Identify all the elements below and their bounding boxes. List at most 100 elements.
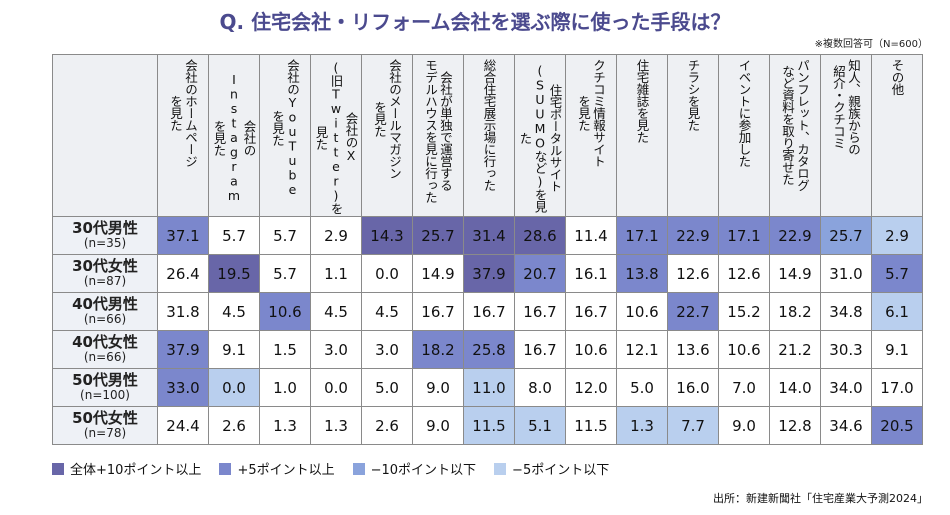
value-cell: 14.9 [769,254,821,293]
legend-swatch [219,462,232,475]
value-cell: 16.0 [667,368,719,407]
value-cell: 16.7 [514,330,566,369]
value-cell: 30.3 [820,330,872,369]
value-cell: 31.4 [463,216,515,255]
value-cell: 17.1 [718,216,770,255]
column-header: 会社のYouTube を見た [259,54,311,217]
value-cell: 0.0 [208,368,260,407]
value-cell: 12.1 [616,330,668,369]
value-cell: 31.8 [157,292,209,331]
value-cell: 12.6 [718,254,770,293]
value-cell: 22.7 [667,292,719,331]
column-header: 会社のInstagram を見た [208,54,260,217]
value-cell: 18.2 [769,292,821,331]
value-cell: 16.1 [565,254,617,293]
value-cell: 2.6 [208,406,260,445]
value-cell: 37.9 [463,254,515,293]
legend-item: −5ポイント以下 [494,459,609,478]
value-cell: 2.9 [310,216,362,255]
column-header: その他 [871,54,923,217]
value-cell: 4.5 [310,292,362,331]
value-cell: 9.1 [871,330,923,369]
value-cell: 25.7 [412,216,464,255]
value-cell: 22.9 [769,216,821,255]
legend-swatch [494,462,507,475]
table-row: 50代女性 (n=78) 24.4 2.6 1.3 1.3 2.6 9.0 11.5 5.1 11.… [52,406,923,445]
column-header-label: チラシを見た [685,59,701,131]
value-cell: 22.9 [667,216,719,255]
value-cell: 1.3 [259,406,311,445]
legend-label: −5ポイント以下 [512,463,610,478]
value-cell: 14.9 [412,254,464,293]
value-cell: 13.8 [616,254,668,293]
value-cell: 20.5 [871,406,923,445]
row-group: 40代女性 [72,332,138,351]
table-row: 40代女性 (n=66) 37.9 9.1 1.5 3.0 3.0 18.2 25.8 16.7 1… [52,330,923,369]
value-cell: 9.0 [412,406,464,445]
value-cell: 26.4 [157,254,209,293]
column-header: チラシを見た [667,54,719,217]
legend-item: +5ポイント以上 [219,459,335,478]
column-header: 住宅ポータルサイト (SUUMOなど)を見た [514,54,566,217]
value-cell: 17.1 [616,216,668,255]
value-cell: 33.0 [157,368,209,407]
chart-title: Q. 住宅会社・リフォーム会社を選ぶ際に使った手段は？ [219,10,731,34]
column-header-label: 会社のホームページ を見た [168,59,198,167]
row-group: 30代男性 [72,218,138,237]
answer-note: ※複数回答可（N=600） [814,39,928,50]
row-sample-size: (n=100) [80,387,130,402]
row-sample-size: (n=87) [83,273,127,288]
column-header-label: 会社のYouTube を見た [270,59,300,197]
value-cell: 15.2 [718,292,770,331]
column-header-label: 会社のメールマガジン を見た [372,59,402,179]
value-cell: 2.6 [361,406,413,445]
header-row: 会社のホームページ を見た 会社のInstagram を見た 会社のYouTube … [52,54,923,217]
value-cell: 28.6 [514,216,566,255]
value-cell: 14.0 [769,368,821,407]
column-header: 住宅雑誌を見た [616,54,668,217]
value-cell: 1.3 [310,406,362,445]
value-cell: 9.0 [412,368,464,407]
value-cell: 11.5 [565,406,617,445]
value-cell: 8.0 [514,368,566,407]
column-header: 会社のホームページ を見た [157,54,209,217]
value-cell: 16.7 [514,292,566,331]
column-header: イベントに参加した [718,54,770,217]
column-header-label: 知人、親族からの 紹介・クチコミ [831,59,861,155]
value-cell: 4.5 [361,292,413,331]
table-row: 40代男性 (n=66) 31.8 4.5 10.6 4.5 4.5 16.7 16.7 16.7… [52,292,923,331]
value-cell: 0.0 [361,254,413,293]
value-cell: 14.3 [361,216,413,255]
value-cell: 34.8 [820,292,872,331]
value-cell: 1.3 [616,406,668,445]
column-header: パンフレット、カタログ など資料を取り寄せた [769,54,821,217]
value-cell: 5.1 [514,406,566,445]
legend-swatch [52,462,64,475]
value-cell: 37.9 [157,330,209,369]
table-row: 50代男性 (n=100) 33.0 0.0 1.0 0.0 5.0 9.0 11.0 8.0 12… [52,368,923,407]
row-group: 40代男性 [72,294,138,313]
value-cell: 10.6 [616,292,668,331]
row-group: 50代男性 [72,370,138,389]
row-group: 30代女性 [72,256,138,275]
column-header-label: 住宅ポータルサイト (SUUMOなど)を見た [517,62,563,213]
column-header: 会社が単独で運営する モデルハウスを見に行った [412,54,464,217]
column-header-label: 会社が単独で運営する モデルハウスを見に行った [423,59,453,203]
value-cell: 25.7 [820,216,872,255]
column-header-label: 総合住宅展示場に行った [481,59,497,191]
value-cell: 1.1 [310,254,362,293]
value-cell: 13.6 [667,330,719,369]
column-header-label: 会社のInstagram を見た [211,72,257,203]
value-cell: 5.0 [616,368,668,407]
value-cell: 16.7 [463,292,515,331]
column-header-label: 会社のX (旧Twitter)を見た [313,60,359,215]
value-cell: 11.0 [463,368,515,407]
value-cell: 24.4 [157,406,209,445]
value-cell: 12.0 [565,368,617,407]
value-cell: 5.0 [361,368,413,407]
value-cell: 5.7 [208,216,260,255]
value-cell: 34.0 [820,368,872,407]
row-label: 40代女性 (n=66) [52,330,158,369]
row-sample-size: (n=78) [83,425,127,440]
corner-cell [52,54,158,217]
